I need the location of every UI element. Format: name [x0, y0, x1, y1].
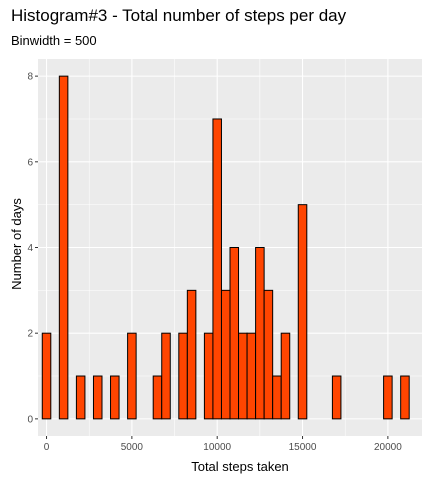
x-tick-label: 10000 — [203, 442, 231, 453]
histogram-bar — [186, 289, 197, 420]
histogram-bar — [212, 118, 222, 420]
chart-title: Histogram#3 - Total number of steps per … — [11, 6, 347, 25]
y-tick-label: 0 — [27, 414, 33, 425]
chart-subtitle: Binwidth = 500 — [11, 33, 97, 48]
histogram-bar — [110, 375, 120, 420]
histogram-bar — [75, 375, 86, 420]
histogram-bar — [272, 375, 282, 420]
histogram-bar — [383, 375, 393, 420]
histogram-bar — [58, 75, 69, 420]
histogram-bar — [263, 289, 274, 420]
histogram-bar — [152, 375, 163, 420]
y-tick-label: 2 — [27, 329, 33, 340]
histogram-bars — [41, 75, 410, 420]
histogram-bar — [41, 332, 52, 420]
y-tick-label: 8 — [27, 72, 33, 83]
histogram-bar — [238, 332, 248, 420]
axis-tick-labels: 0 5000 10000 15000 20000 0 2 4 6 8 — [27, 72, 402, 453]
x-tick-label: 15000 — [289, 442, 317, 453]
x-tick-label: 20000 — [374, 442, 402, 453]
histogram-bar — [255, 247, 265, 420]
histogram-bar — [203, 332, 214, 420]
histogram-bar — [127, 332, 137, 420]
histogram-bar — [297, 204, 308, 420]
histogram-bar — [331, 375, 342, 420]
y-axis-title: Number of days — [9, 198, 24, 290]
histogram-bar — [178, 332, 188, 420]
histogram-bar — [92, 375, 103, 420]
histogram-bar — [246, 332, 257, 420]
x-tick-label: 5000 — [121, 442, 144, 453]
x-tick-label: 0 — [44, 442, 50, 453]
y-tick-label: 4 — [27, 243, 33, 254]
histogram-bar — [220, 289, 231, 420]
histogram-bar — [229, 247, 240, 420]
x-axis-title: Total steps taken — [191, 459, 289, 474]
histogram-bar — [400, 375, 410, 420]
histogram-bar — [161, 332, 171, 420]
histogram-bar — [280, 332, 291, 420]
y-tick-label: 6 — [27, 157, 33, 168]
axis-ticks — [35, 75, 389, 439]
